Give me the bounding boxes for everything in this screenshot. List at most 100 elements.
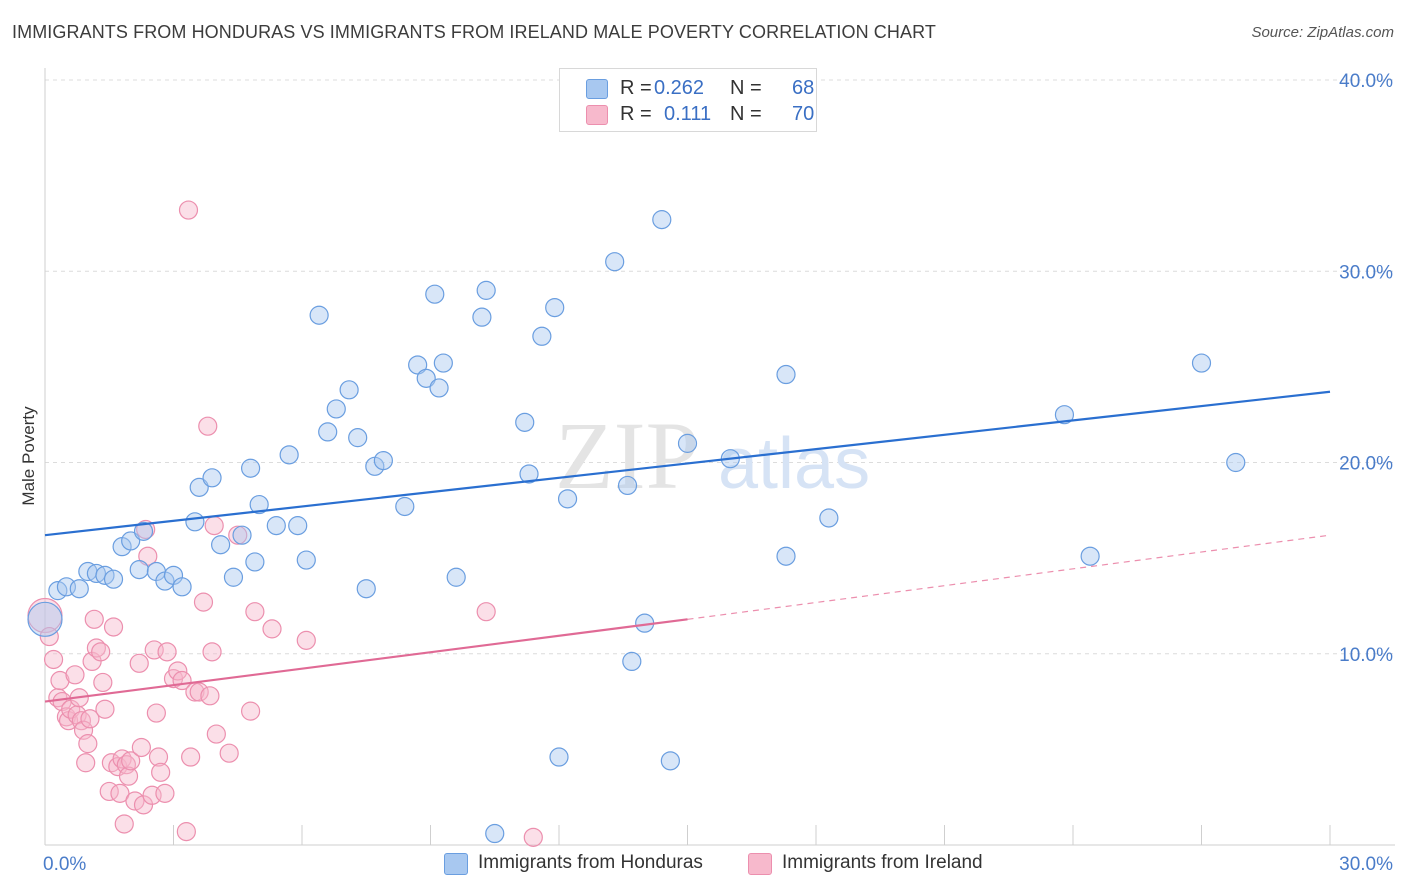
ireland-point (151, 762, 171, 782)
y-tick-label: 40.0% (1339, 71, 1393, 92)
ireland-point (65, 665, 85, 685)
ireland-point (245, 602, 265, 622)
honduras-point (211, 535, 231, 555)
honduras-point (129, 559, 149, 580)
ireland-point (103, 617, 124, 637)
x-tick-label: 0.0% (43, 854, 86, 875)
honduras-point (1054, 405, 1075, 425)
ireland-point (200, 686, 220, 706)
honduras-swatch (444, 853, 468, 875)
legend-r-value-honduras: 0.262 (654, 77, 705, 99)
ireland-point (76, 753, 96, 773)
ireland-point (157, 642, 177, 662)
honduras-point (605, 252, 625, 272)
honduras-point (348, 428, 368, 448)
honduras-point (356, 579, 376, 599)
honduras-swatch (586, 79, 608, 99)
ireland-point (50, 670, 70, 691)
ireland-point (296, 630, 316, 650)
ireland-point (114, 814, 134, 834)
honduras-point (266, 516, 286, 536)
axes (44, 68, 1395, 846)
ireland-point (43, 649, 64, 670)
honduras-point (660, 751, 680, 771)
watermark-zip: ZIP (555, 402, 699, 509)
honduras-point (1226, 452, 1246, 473)
ireland-point (84, 609, 104, 629)
ireland-point (241, 701, 261, 721)
honduras-point (652, 210, 672, 230)
honduras-point (202, 468, 222, 488)
ireland-point (178, 200, 199, 220)
honduras-point (776, 364, 796, 385)
honduras-point (395, 496, 415, 517)
honduras-point (532, 326, 552, 346)
honduras-point (519, 464, 539, 484)
honduras-point (485, 823, 505, 844)
honduras-point (776, 546, 796, 566)
chart-title: IMMIGRANTS FROM HONDURAS VS IMMIGRANTS F… (12, 22, 936, 42)
legend-r-value-ireland: 0.111 (664, 103, 712, 125)
ireland-point (193, 592, 214, 612)
ireland-point (176, 822, 196, 842)
honduras-point (245, 552, 265, 572)
honduras-point (433, 353, 453, 373)
ireland-point (78, 734, 98, 754)
ireland-point (148, 747, 169, 767)
x-tick-label: 30.0% (1339, 854, 1393, 875)
honduras-point (373, 450, 393, 471)
honduras-point (549, 747, 569, 767)
honduras-point (69, 579, 89, 599)
legend-n-value-honduras: 68 (792, 77, 815, 99)
legend-n-label: N = (730, 77, 762, 99)
honduras-point (819, 508, 839, 528)
honduras-point (189, 477, 209, 497)
ireland-point (80, 709, 100, 729)
ireland-point (91, 642, 111, 662)
ireland-point (204, 516, 224, 536)
honduras-point (476, 280, 496, 300)
honduras-point (545, 297, 565, 318)
honduras-point (279, 445, 299, 465)
ireland-trend-line (44, 618, 688, 703)
honduras-point (223, 567, 244, 587)
honduras-points (27, 210, 1246, 844)
ireland-point (118, 766, 139, 786)
honduras-point (622, 651, 642, 672)
legend-n-label: N = (730, 103, 762, 125)
ireland-point (95, 699, 115, 719)
honduras-point (339, 380, 359, 400)
honduras-point (296, 550, 316, 570)
bottom-legend-ireland-label: Immigrants from Ireland (782, 852, 983, 873)
ireland-point (202, 642, 222, 662)
honduras-point (1191, 353, 1212, 373)
ireland-point (155, 783, 175, 803)
ireland-point (476, 602, 496, 622)
honduras-point (241, 458, 261, 478)
honduras-point (121, 531, 141, 551)
honduras-point (446, 567, 466, 587)
honduras-trend-line (44, 390, 1331, 537)
honduras-point (185, 512, 205, 532)
ireland-point (121, 751, 141, 771)
ireland-swatch (748, 853, 772, 875)
legend-n-value-ireland: 70 (792, 103, 815, 125)
honduras-point (103, 569, 124, 589)
honduras-point (309, 305, 329, 325)
ireland-point (129, 653, 149, 673)
honduras-point (1080, 546, 1100, 566)
honduras-point (515, 412, 535, 432)
ireland-point (523, 827, 543, 847)
y-tick-label: 30.0% (1339, 262, 1393, 283)
honduras-point (677, 433, 698, 453)
ireland-point (131, 737, 151, 758)
honduras-point (416, 368, 436, 388)
ireland-point (206, 724, 226, 744)
watermark-atlas: atlas (718, 424, 870, 504)
legend-r-label: R = (620, 77, 652, 99)
ireland-point (138, 546, 158, 566)
ireland-point (110, 783, 130, 803)
ireland-point (168, 661, 188, 681)
ireland-point (198, 416, 218, 436)
tick-labels: 10.0% 20.0% 30.0% 40.0% 0.0% 30.0% (43, 71, 1393, 875)
